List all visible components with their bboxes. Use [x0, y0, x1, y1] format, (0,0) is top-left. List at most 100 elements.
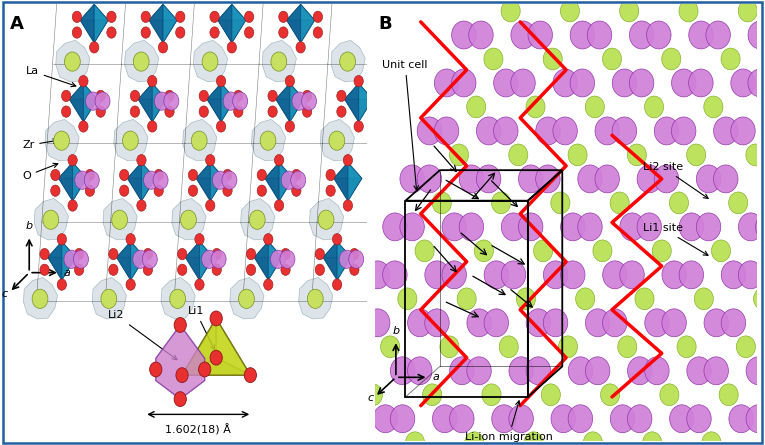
Circle shape [96, 106, 106, 117]
Circle shape [491, 192, 511, 214]
Circle shape [176, 368, 188, 383]
Circle shape [119, 170, 129, 181]
Circle shape [738, 0, 757, 22]
Polygon shape [128, 162, 155, 178]
Circle shape [627, 405, 652, 433]
Circle shape [400, 165, 425, 193]
Circle shape [257, 170, 266, 181]
Polygon shape [156, 325, 205, 399]
Circle shape [176, 11, 185, 23]
Circle shape [79, 121, 88, 132]
Circle shape [687, 405, 711, 433]
Circle shape [467, 309, 491, 337]
Circle shape [484, 309, 509, 337]
Circle shape [382, 213, 407, 241]
Polygon shape [359, 83, 373, 122]
Circle shape [526, 96, 545, 118]
Circle shape [511, 69, 536, 97]
Circle shape [748, 69, 765, 97]
Circle shape [612, 69, 636, 97]
Circle shape [268, 90, 277, 101]
Circle shape [142, 250, 158, 268]
Circle shape [153, 171, 168, 189]
Circle shape [354, 75, 363, 87]
Circle shape [40, 248, 49, 260]
Polygon shape [183, 119, 216, 161]
Circle shape [164, 106, 174, 117]
Circle shape [593, 240, 612, 262]
Circle shape [738, 261, 763, 289]
Circle shape [282, 171, 296, 189]
Circle shape [318, 210, 334, 229]
Circle shape [84, 171, 99, 189]
Circle shape [723, 0, 747, 1]
Circle shape [373, 405, 398, 433]
Circle shape [337, 106, 346, 117]
Polygon shape [47, 257, 76, 280]
Circle shape [568, 144, 588, 166]
Polygon shape [232, 4, 246, 43]
Circle shape [343, 154, 353, 166]
Circle shape [677, 336, 696, 358]
Polygon shape [116, 242, 131, 280]
Circle shape [339, 250, 354, 268]
Circle shape [366, 309, 390, 337]
Circle shape [654, 117, 679, 145]
Circle shape [195, 279, 204, 290]
Circle shape [233, 106, 243, 117]
Polygon shape [252, 119, 285, 161]
Circle shape [627, 144, 646, 166]
Circle shape [133, 250, 148, 268]
Circle shape [459, 213, 483, 241]
Text: A: A [9, 15, 23, 33]
Circle shape [432, 192, 451, 214]
Polygon shape [152, 83, 166, 122]
Circle shape [533, 240, 552, 262]
Circle shape [746, 357, 765, 385]
Polygon shape [334, 178, 362, 201]
Circle shape [543, 48, 562, 70]
Circle shape [349, 250, 363, 268]
Circle shape [54, 131, 70, 150]
Circle shape [212, 264, 221, 275]
Circle shape [704, 357, 728, 385]
Circle shape [545, 0, 570, 1]
Circle shape [199, 90, 208, 101]
Circle shape [595, 117, 620, 145]
Polygon shape [185, 257, 213, 280]
Circle shape [501, 0, 520, 22]
Circle shape [249, 210, 265, 229]
Polygon shape [185, 242, 213, 257]
Polygon shape [287, 20, 314, 43]
Circle shape [68, 200, 77, 211]
Circle shape [296, 42, 305, 53]
Circle shape [122, 131, 138, 150]
Circle shape [74, 248, 83, 260]
Circle shape [645, 357, 669, 385]
Circle shape [90, 42, 99, 53]
Polygon shape [73, 162, 86, 201]
Circle shape [719, 384, 738, 406]
Polygon shape [161, 278, 195, 319]
Polygon shape [47, 242, 62, 280]
Circle shape [85, 170, 95, 181]
Circle shape [313, 11, 323, 23]
Circle shape [714, 117, 738, 145]
Circle shape [702, 432, 721, 445]
Circle shape [278, 11, 288, 23]
Circle shape [148, 75, 157, 87]
Polygon shape [265, 178, 293, 201]
Circle shape [257, 185, 266, 196]
Circle shape [588, 21, 612, 49]
Circle shape [270, 250, 285, 268]
Circle shape [73, 250, 89, 268]
Polygon shape [128, 178, 155, 201]
Circle shape [340, 52, 356, 71]
Circle shape [601, 384, 620, 406]
Circle shape [260, 131, 276, 150]
Polygon shape [125, 40, 159, 82]
Circle shape [210, 11, 220, 23]
Circle shape [301, 92, 317, 110]
Polygon shape [131, 242, 145, 280]
Circle shape [659, 384, 679, 406]
